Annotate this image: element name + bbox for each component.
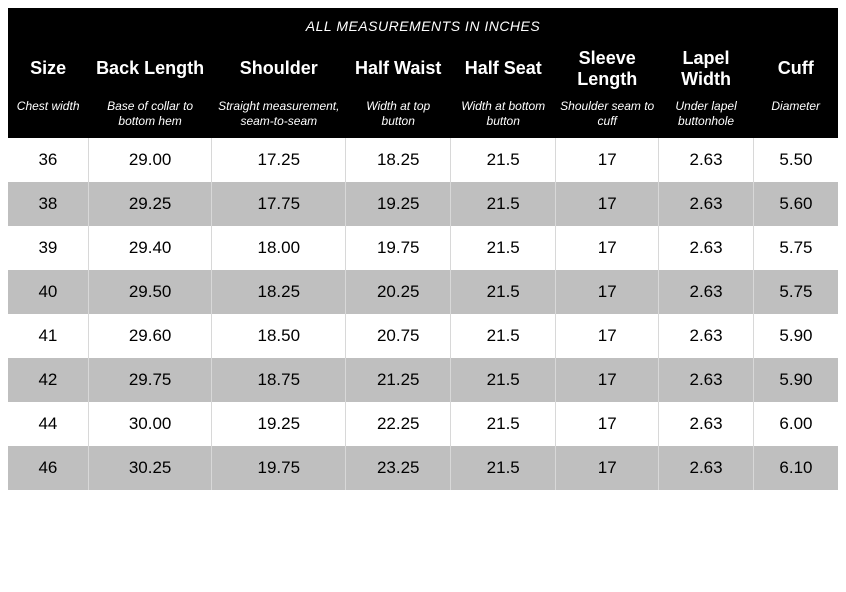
cell: 19.75 — [212, 446, 346, 490]
table-row: 38 29.25 17.75 19.25 21.5 17 2.63 5.60 — [8, 182, 838, 226]
col-sub-sleeve-length: Shoulder seam to cuff — [556, 97, 659, 138]
cell: 6.00 — [753, 402, 838, 446]
table-row: 36 29.00 17.25 18.25 21.5 17 2.63 5.50 — [8, 138, 838, 182]
cell: 17.25 — [212, 138, 346, 182]
cell: 17 — [556, 358, 659, 402]
cell: 40 — [8, 270, 88, 314]
cell: 21.5 — [451, 270, 556, 314]
col-sub-lapel-width: Under lapel buttonhole — [659, 97, 754, 138]
sizing-table: ALL MEASUREMENTS IN INCHES Size Back Len… — [8, 8, 838, 490]
cell: 42 — [8, 358, 88, 402]
col-header-half-seat: Half Seat — [451, 40, 556, 97]
cell: 18.25 — [346, 138, 451, 182]
table-row: 41 29.60 18.50 20.75 21.5 17 2.63 5.90 — [8, 314, 838, 358]
col-header-back-length: Back Length — [88, 40, 212, 97]
cell: 17 — [556, 182, 659, 226]
cell: 21.5 — [451, 138, 556, 182]
table-row: 46 30.25 19.75 23.25 21.5 17 2.63 6.10 — [8, 446, 838, 490]
col-header-sleeve-length: Sleeve Length — [556, 40, 659, 97]
cell: 19.25 — [212, 402, 346, 446]
cell: 2.63 — [659, 226, 754, 270]
table-row: 40 29.50 18.25 20.25 21.5 17 2.63 5.75 — [8, 270, 838, 314]
cell: 20.25 — [346, 270, 451, 314]
cell: 38 — [8, 182, 88, 226]
cell: 5.60 — [753, 182, 838, 226]
cell: 20.75 — [346, 314, 451, 358]
col-header-shoulder: Shoulder — [212, 40, 346, 97]
cell: 2.63 — [659, 446, 754, 490]
cell: 22.25 — [346, 402, 451, 446]
cell: 2.63 — [659, 402, 754, 446]
cell: 18.75 — [212, 358, 346, 402]
cell: 29.50 — [88, 270, 212, 314]
cell: 2.63 — [659, 270, 754, 314]
cell: 29.60 — [88, 314, 212, 358]
col-sub-cuff: Diameter — [753, 97, 838, 138]
cell: 19.75 — [346, 226, 451, 270]
cell: 17 — [556, 270, 659, 314]
cell: 30.00 — [88, 402, 212, 446]
cell: 5.50 — [753, 138, 838, 182]
sizing-chart: ALL MEASUREMENTS IN INCHES Size Back Len… — [0, 0, 846, 498]
cell: 21.5 — [451, 402, 556, 446]
cell: 29.40 — [88, 226, 212, 270]
cell: 2.63 — [659, 358, 754, 402]
cell: 17 — [556, 446, 659, 490]
cell: 17 — [556, 138, 659, 182]
cell: 21.5 — [451, 182, 556, 226]
cell: 5.75 — [753, 226, 838, 270]
cell: 44 — [8, 402, 88, 446]
cell: 21.25 — [346, 358, 451, 402]
table-caption: ALL MEASUREMENTS IN INCHES — [8, 8, 838, 40]
col-header-lapel-width: Lapel Width — [659, 40, 754, 97]
col-sub-half-seat: Width at bottom button — [451, 97, 556, 138]
cell: 18.50 — [212, 314, 346, 358]
cell: 39 — [8, 226, 88, 270]
cell: 6.10 — [753, 446, 838, 490]
cell: 5.90 — [753, 358, 838, 402]
cell: 19.25 — [346, 182, 451, 226]
col-sub-half-waist: Width at top button — [346, 97, 451, 138]
cell: 29.75 — [88, 358, 212, 402]
cell: 18.25 — [212, 270, 346, 314]
cell: 17 — [556, 314, 659, 358]
cell: 30.25 — [88, 446, 212, 490]
cell: 5.75 — [753, 270, 838, 314]
cell: 17 — [556, 402, 659, 446]
cell: 2.63 — [659, 138, 754, 182]
cell: 18.00 — [212, 226, 346, 270]
table-body: 36 29.00 17.25 18.25 21.5 17 2.63 5.50 3… — [8, 138, 838, 490]
cell: 2.63 — [659, 314, 754, 358]
col-header-size: Size — [8, 40, 88, 97]
col-sub-size: Chest width — [8, 97, 88, 138]
cell: 36 — [8, 138, 88, 182]
cell: 17.75 — [212, 182, 346, 226]
table-header: ALL MEASUREMENTS IN INCHES Size Back Len… — [8, 8, 838, 138]
table-row: 44 30.00 19.25 22.25 21.5 17 2.63 6.00 — [8, 402, 838, 446]
cell: 21.5 — [451, 446, 556, 490]
cell: 21.5 — [451, 314, 556, 358]
cell: 41 — [8, 314, 88, 358]
cell: 21.5 — [451, 226, 556, 270]
cell: 5.90 — [753, 314, 838, 358]
col-header-cuff: Cuff — [753, 40, 838, 97]
cell: 29.25 — [88, 182, 212, 226]
col-sub-back-length: Base of collar to bottom hem — [88, 97, 212, 138]
cell: 21.5 — [451, 358, 556, 402]
table-row: 39 29.40 18.00 19.75 21.5 17 2.63 5.75 — [8, 226, 838, 270]
col-header-half-waist: Half Waist — [346, 40, 451, 97]
cell: 23.25 — [346, 446, 451, 490]
cell: 2.63 — [659, 182, 754, 226]
col-sub-shoulder: Straight measurement, seam-to-seam — [212, 97, 346, 138]
table-row: 42 29.75 18.75 21.25 21.5 17 2.63 5.90 — [8, 358, 838, 402]
cell: 17 — [556, 226, 659, 270]
cell: 29.00 — [88, 138, 212, 182]
cell: 46 — [8, 446, 88, 490]
